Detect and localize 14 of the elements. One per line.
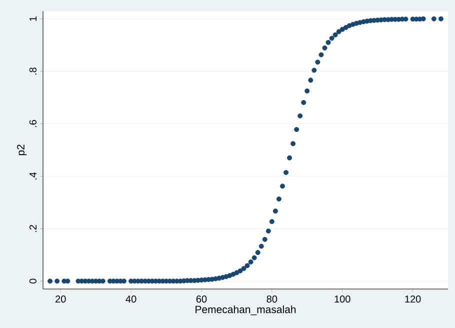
x-tick-label: 100 (334, 296, 350, 303)
y-tick-label: .2 (29, 224, 36, 232)
y-tick-label: .4 (30, 172, 36, 180)
y-axis-title: p2 (17, 144, 27, 156)
x-tick-label: 40 (126, 296, 136, 303)
y-tick-label: 0 (29, 278, 36, 284)
x-tick-label: 20 (56, 296, 66, 303)
y-tick-label: .6 (29, 120, 36, 128)
x-tick-label: 120 (405, 296, 421, 303)
x-tick-label: 80 (266, 296, 278, 303)
y-tick-label: 1 (30, 16, 36, 21)
x-axis-title: Pemecahan_masalah (196, 305, 296, 316)
y-tick-label: .8 (29, 68, 36, 75)
x-tick-label: 60 (196, 296, 207, 303)
